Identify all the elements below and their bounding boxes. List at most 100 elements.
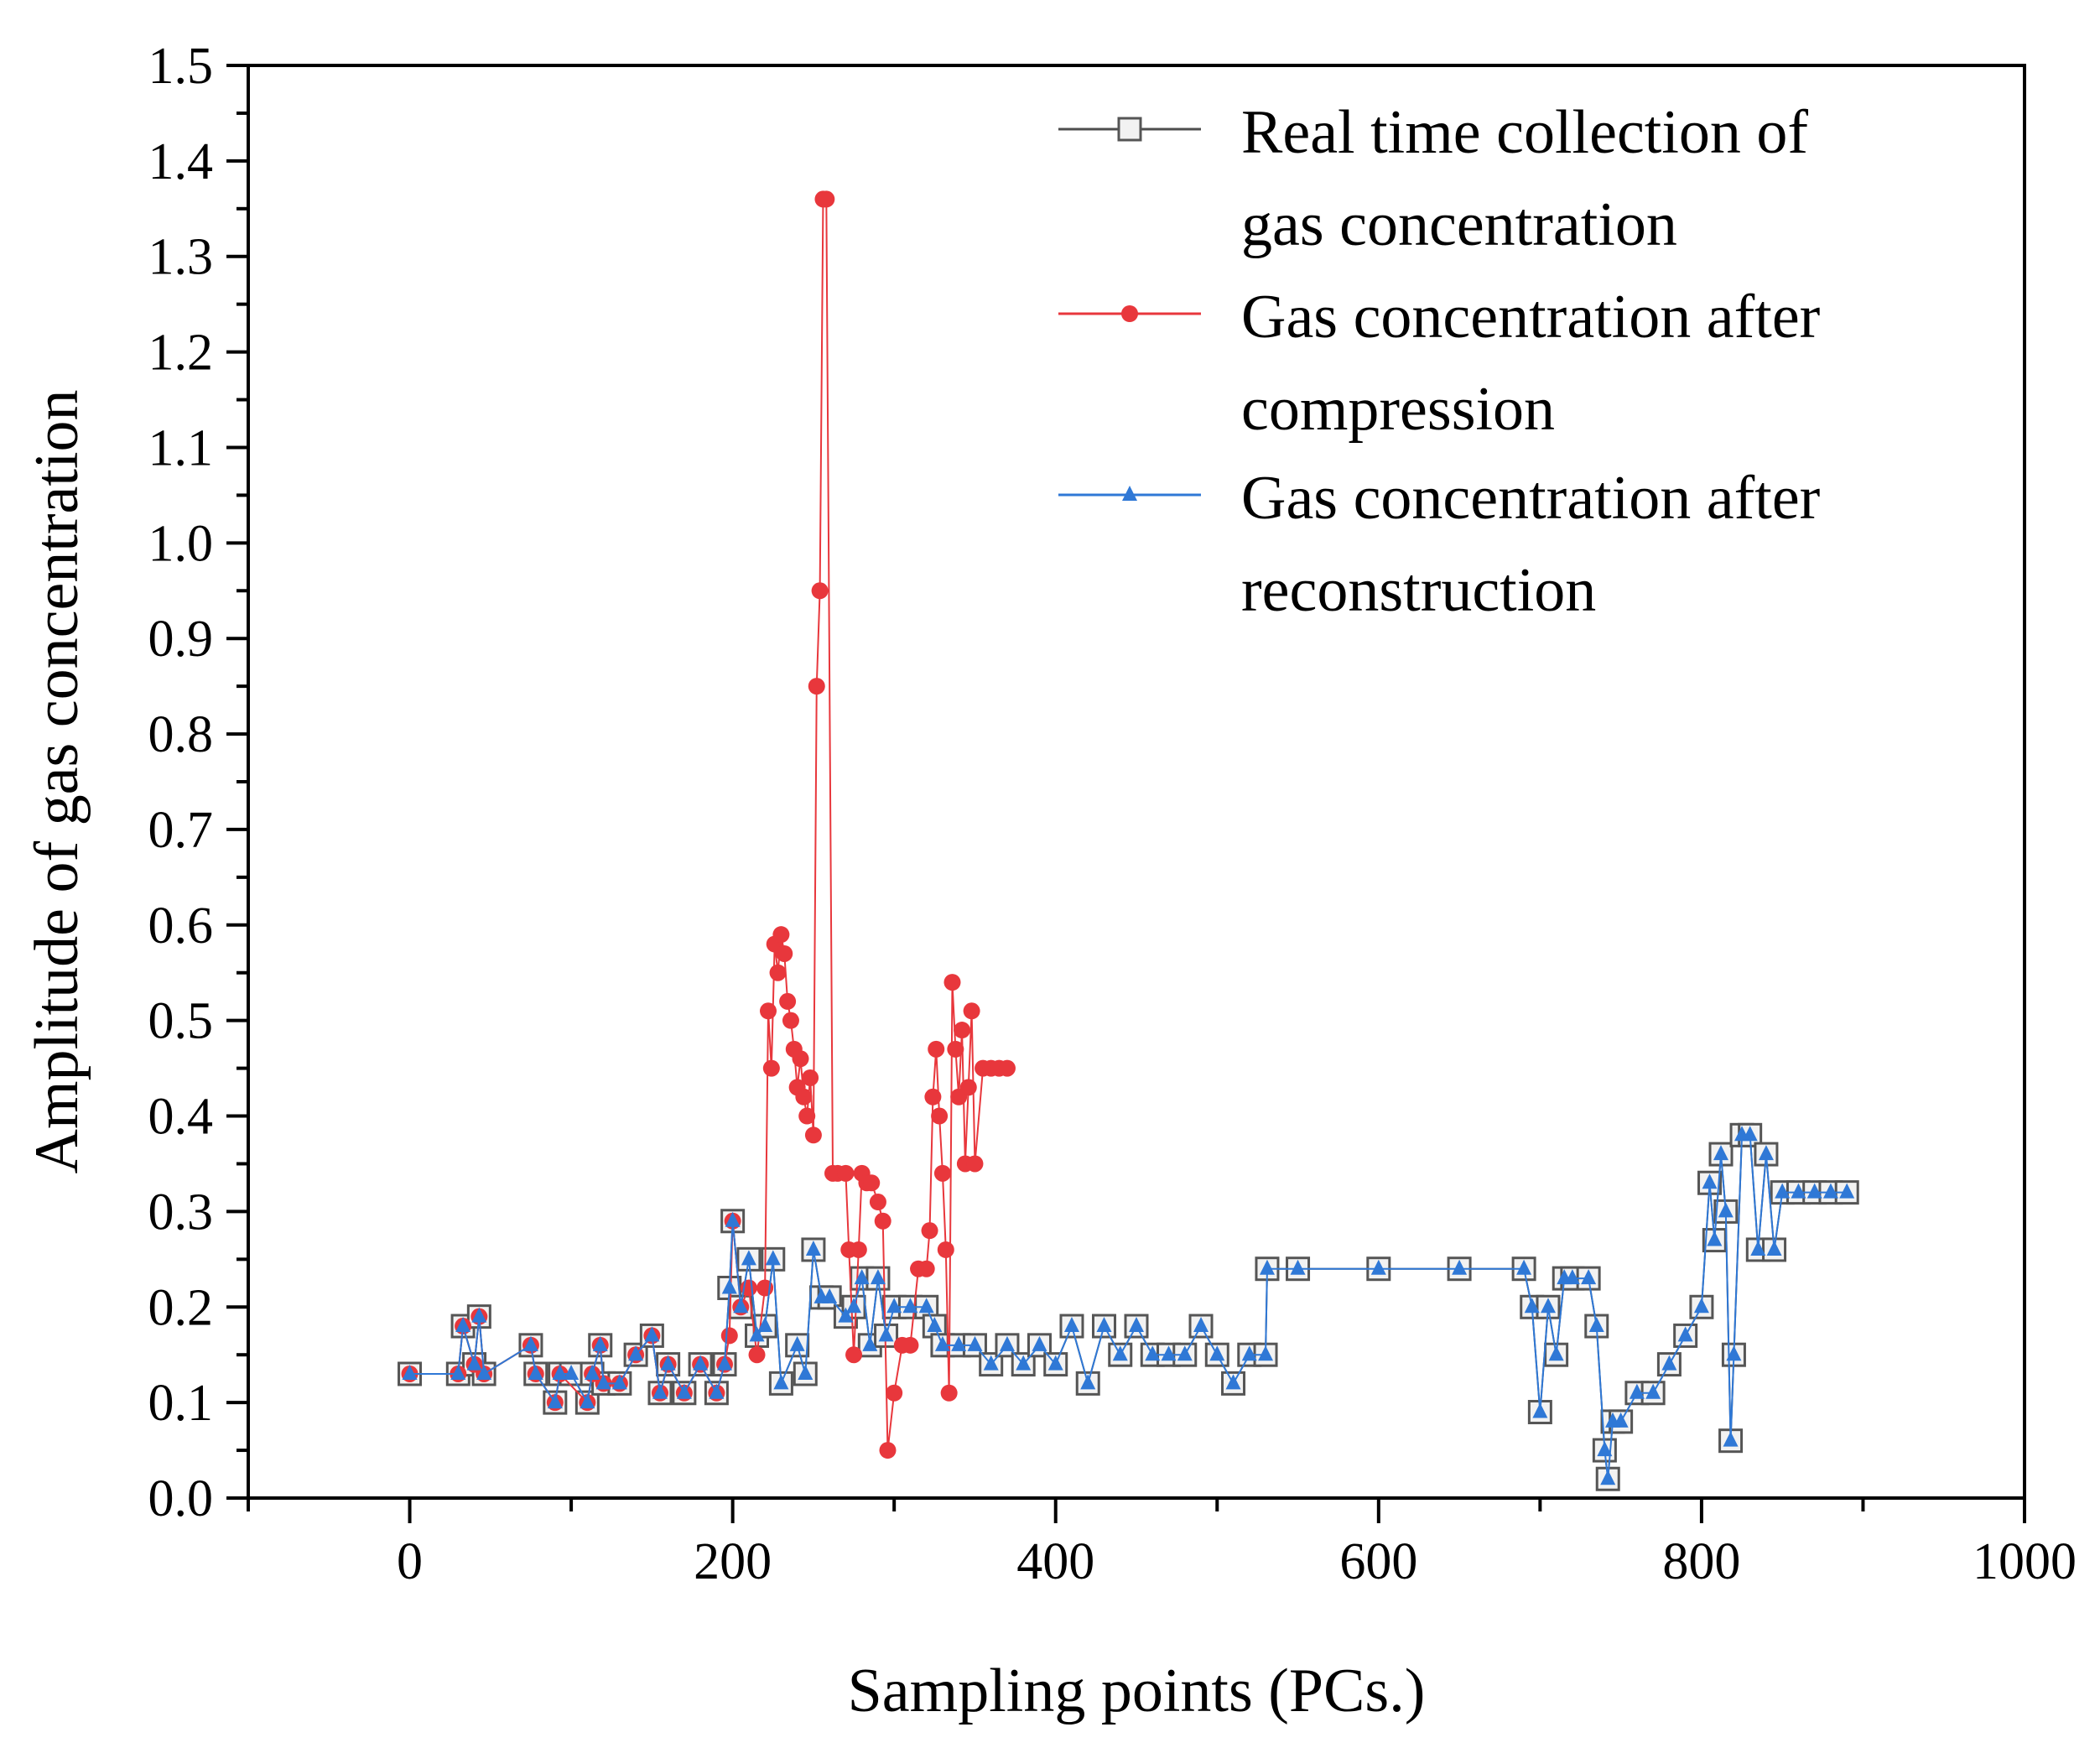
y-tick-label: 1.4 (148, 133, 214, 190)
series-2-point (798, 1107, 816, 1125)
series-3-point (1524, 1298, 1540, 1314)
series-3-point (725, 1211, 741, 1227)
series-2-point (902, 1336, 919, 1354)
series-3-point (765, 1250, 781, 1266)
series-3 (402, 1126, 1855, 1485)
series-3-point (1723, 1431, 1739, 1447)
series-3-point (967, 1335, 983, 1351)
series-3-point (1540, 1298, 1556, 1314)
series-3-point (1806, 1183, 1822, 1199)
y-tick-label: 0.9 (148, 611, 214, 668)
series-3-point (918, 1298, 934, 1314)
series-3-point (854, 1269, 870, 1285)
series-3-point (733, 1298, 749, 1314)
series-3-point (1718, 1202, 1734, 1218)
y-tick-label: 0.0 (148, 1470, 214, 1527)
series-2-point (779, 992, 797, 1010)
series-3-point (1758, 1145, 1774, 1161)
series-3-point (927, 1317, 943, 1333)
series-3-point (798, 1364, 813, 1380)
series-3-point (1707, 1230, 1723, 1246)
series-2-point (924, 1088, 942, 1106)
series-3-point (1548, 1345, 1564, 1361)
series-3-point (805, 1240, 821, 1256)
series-3-point (1259, 1259, 1275, 1275)
series-3-point (822, 1288, 838, 1303)
series-2-point (943, 974, 961, 991)
series-3-point (757, 1317, 773, 1333)
series-3-point (1032, 1335, 1047, 1351)
series-2-point (845, 1346, 863, 1364)
series-2-point (811, 582, 829, 600)
series-3-point (676, 1383, 692, 1399)
series-3-point (1145, 1345, 1161, 1361)
series-2-point (917, 1260, 935, 1277)
x-tick-label: 0 (397, 1533, 423, 1590)
series-3-point (1225, 1374, 1241, 1390)
legend-marker (1122, 486, 1137, 501)
series-3-point (455, 1317, 471, 1333)
y-tick-label: 1.1 (148, 419, 214, 476)
series-3-point (644, 1326, 660, 1342)
series-2-point (886, 1384, 903, 1402)
series-3-point (1588, 1317, 1604, 1333)
series-3-point (1702, 1173, 1718, 1189)
series-3-point (580, 1393, 595, 1409)
series-2-point (937, 1241, 954, 1258)
series-2-point (802, 1069, 819, 1086)
plot-marks (398, 190, 1859, 1491)
series-3-point (999, 1335, 1015, 1351)
series-3-point (450, 1364, 466, 1380)
series-2-point (720, 1327, 738, 1345)
series-3-point (1209, 1345, 1225, 1361)
series-1 (398, 1122, 1859, 1491)
series-2-point (869, 1194, 886, 1211)
series-3-point (547, 1393, 563, 1409)
series-3-point (789, 1335, 805, 1351)
series-3-point (886, 1298, 902, 1314)
series-3-point (1661, 1355, 1677, 1371)
y-tick-label: 0.3 (148, 1184, 214, 1241)
series-3-point (652, 1383, 668, 1399)
series-2-point (769, 964, 787, 981)
series-3-point (628, 1345, 644, 1361)
series-2-point (782, 1012, 799, 1029)
series-3-point (749, 1326, 765, 1342)
y-tick-label: 0.7 (148, 802, 214, 859)
y-tick-label: 1.5 (148, 38, 214, 95)
series-2-point (818, 190, 835, 208)
legend-entry-1: Real time collection of gas concentration (1058, 98, 1808, 259)
series-2-point (804, 1126, 822, 1144)
x-tick-label: 600 (1339, 1533, 1417, 1590)
legend-entry-3: Gas concentration after reconstruction (1058, 464, 1820, 625)
series-3-point (1581, 1269, 1597, 1285)
x-tick-label: 200 (694, 1533, 772, 1590)
series-2-point (837, 1164, 855, 1182)
legend-label: compression (1241, 375, 1555, 444)
series-3-point (1129, 1317, 1144, 1333)
series-2-point (921, 1222, 938, 1240)
series-3-point (862, 1335, 878, 1351)
series-2-point (759, 1002, 777, 1020)
series-3-point (838, 1307, 854, 1323)
legend-label: Real time collection of (1241, 98, 1808, 167)
series-2-point (776, 944, 793, 962)
legend-entry-2: Gas concentration after compression (1058, 283, 1820, 444)
x-tick-label: 1000 (1973, 1533, 2077, 1590)
series-3-point (466, 1355, 482, 1371)
series-3-point (1016, 1355, 1032, 1371)
axis-ticks (226, 64, 2026, 1523)
series-3-point (585, 1364, 600, 1380)
x-axis-title: Sampling points (PCs.) (848, 1657, 1426, 1725)
series-3-point (1742, 1126, 1758, 1142)
series-3-point (693, 1355, 709, 1371)
series-2-point (947, 1040, 964, 1058)
series-3-point (1750, 1240, 1766, 1256)
series-3-point (1241, 1345, 1257, 1361)
series-3-point (1597, 1441, 1613, 1457)
series-3-point (1112, 1345, 1128, 1361)
plot-frame (247, 64, 2026, 1500)
series-3-point (1193, 1317, 1209, 1333)
series-2-point (928, 1040, 945, 1058)
legend-label: Gas concentration after (1241, 283, 1820, 351)
